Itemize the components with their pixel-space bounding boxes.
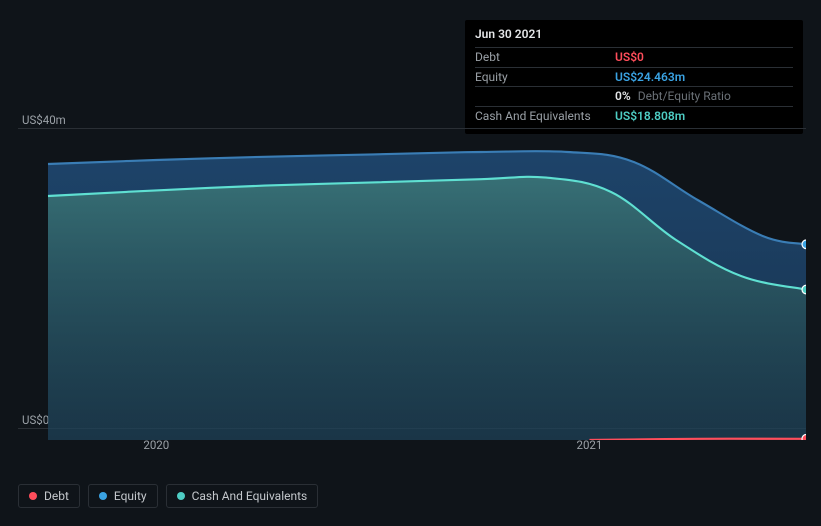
tooltip-value: US$24.463m xyxy=(615,67,793,87)
chart-area: US$40m US$0 2020 2021 xyxy=(18,120,806,440)
tooltip-row-debt: Debt US$0 xyxy=(475,47,793,67)
tooltip-value: 0% Debt/Equity Ratio xyxy=(615,87,793,107)
legend-dot-icon xyxy=(29,492,37,500)
legend-item-equity[interactable]: Equity xyxy=(88,484,158,508)
chart-plot[interactable] xyxy=(18,120,806,440)
legend-label: Cash And Equivalents xyxy=(192,489,308,503)
tooltip-label xyxy=(475,87,615,107)
legend-item-debt[interactable]: Debt xyxy=(18,484,80,508)
legend-label: Debt xyxy=(44,489,69,503)
tooltip-row-equity: Equity US$24.463m xyxy=(475,67,793,87)
de-ratio-label: Debt/Equity Ratio xyxy=(638,89,731,103)
de-ratio-pct: 0% xyxy=(615,89,631,103)
legend-dot-icon xyxy=(99,492,107,500)
x-axis-label: 2020 xyxy=(143,438,169,452)
tooltip-row-de-ratio: 0% Debt/Equity Ratio xyxy=(475,87,793,107)
chart-tooltip: Jun 30 2021 Debt US$0 Equity US$24.463m … xyxy=(465,20,803,134)
tooltip-label: Debt xyxy=(475,47,615,67)
series-line xyxy=(589,439,806,440)
legend-item-cash[interactable]: Cash And Equivalents xyxy=(166,484,319,508)
series-end-dot-icon xyxy=(802,285,806,294)
legend-label: Equity xyxy=(114,489,147,503)
chart-legend: Debt Equity Cash And Equivalents xyxy=(18,484,318,508)
tooltip-table: Debt US$0 Equity US$24.463m 0% Debt/Equi… xyxy=(475,47,793,126)
x-axis-label: 2021 xyxy=(576,438,602,452)
tooltip-label: Equity xyxy=(475,67,615,87)
tooltip-title: Jun 30 2021 xyxy=(475,26,793,47)
legend-dot-icon xyxy=(177,492,185,500)
tooltip-value: US$0 xyxy=(615,47,793,67)
series-end-dot-icon xyxy=(802,240,806,249)
